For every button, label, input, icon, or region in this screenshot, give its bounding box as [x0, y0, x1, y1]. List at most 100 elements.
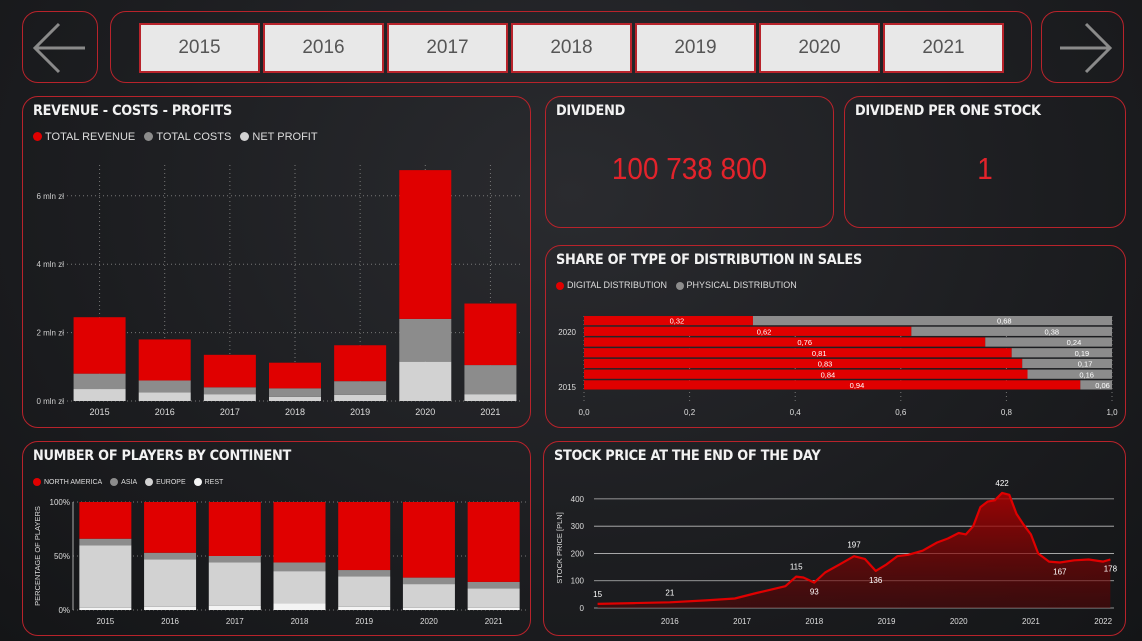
bar-north-america — [403, 502, 455, 578]
year-button-2019[interactable]: 2019 — [635, 23, 756, 73]
x-tick-label: 2016 — [161, 617, 179, 626]
bar-net-profit — [399, 362, 451, 401]
data-label-digital: 0,81 — [812, 349, 827, 358]
data-label-digital: 0,83 — [818, 360, 833, 369]
bar-asia — [403, 578, 455, 584]
year-button-2020[interactable]: 2020 — [759, 23, 880, 73]
x-tick-label: 2016 — [661, 617, 679, 626]
bar-asia — [338, 570, 390, 576]
y-tick-label: 300 — [571, 522, 585, 531]
data-label: 93 — [810, 588, 819, 597]
bar-total-revenue — [204, 355, 256, 387]
bar-europe — [209, 562, 261, 605]
bar-net-profit — [464, 394, 516, 401]
stock-chart: 0 100 200 300 400 STOCK PRICE [PLN] 2016 2017 20… — [544, 442, 1125, 635]
x-tick-label: 2015 — [96, 617, 114, 626]
y-axis-label: STOCK PRICE [PLN] — [555, 512, 564, 584]
year-button-2021[interactable]: 2021 — [883, 23, 1004, 73]
arrow-left-icon — [23, 12, 99, 84]
bar-total-revenue — [139, 339, 191, 380]
bar-physical — [753, 316, 1112, 325]
data-label-physical: 0,06 — [1095, 381, 1110, 390]
bar-total-costs — [464, 365, 516, 394]
bar-digital — [584, 327, 911, 336]
bar-digital — [584, 316, 753, 325]
y-axis-label: PERCENTAGE OF PLAYERS — [33, 506, 42, 606]
dividend-value: 100 738 800 — [560, 151, 818, 187]
x-tick-label: 2021 — [1022, 617, 1040, 626]
bar-europe — [338, 577, 390, 607]
prev-year-button[interactable] — [22, 11, 98, 83]
y-tick-label: 0% — [58, 606, 70, 615]
data-label-digital: 0,76 — [797, 338, 812, 347]
data-label-digital: 0,84 — [821, 370, 836, 379]
x-tick-label: 2021 — [480, 407, 500, 417]
x-tick-label: 2019 — [355, 617, 373, 626]
x-tick-label: 2020 — [950, 617, 968, 626]
bar-asia — [144, 553, 196, 559]
year-button-2016[interactable]: 2016 — [263, 23, 384, 73]
bar-north-america — [209, 502, 261, 556]
bar-north-america — [79, 502, 131, 539]
x-tick-label: 2018 — [291, 617, 309, 626]
x-tick-label: 2017 — [226, 617, 244, 626]
data-label: 21 — [665, 588, 674, 597]
x-tick-label: 0,2 — [684, 408, 696, 417]
y-tick-label: 0 — [580, 604, 585, 613]
x-tick-label: 2019 — [878, 617, 896, 626]
x-tick-label: 2019 — [350, 407, 370, 417]
bar-europe — [274, 571, 326, 603]
data-label-physical: 0,17 — [1078, 360, 1093, 369]
year-button-2015[interactable]: 2015 — [139, 23, 260, 73]
bar-north-america — [274, 502, 326, 562]
x-tick-label: 2018 — [285, 407, 305, 417]
y-tick-label: 400 — [571, 495, 585, 504]
bar-total-costs — [399, 319, 451, 362]
dividend-panel: DIVIDEND 100 738 800 — [545, 96, 834, 228]
bar-digital — [584, 370, 1028, 379]
stock-area — [598, 493, 1111, 608]
x-tick-label: 1,0 — [1106, 408, 1118, 417]
data-label-digital: 0,32 — [670, 317, 685, 326]
bar-north-america — [144, 502, 196, 553]
y-tick-label: 50% — [54, 552, 70, 561]
data-label-digital: 0,94 — [850, 381, 865, 390]
bar-digital — [584, 348, 1012, 357]
bar-physical — [1012, 348, 1112, 357]
x-tick-label: 2017 — [220, 407, 240, 417]
bar-asia — [209, 556, 261, 562]
year-button-2018[interactable]: 2018 — [511, 23, 632, 73]
data-label: 167 — [1053, 567, 1067, 576]
bar-digital — [584, 337, 985, 346]
bar-rest — [209, 606, 261, 610]
data-label: 115 — [790, 563, 803, 572]
distribution-panel: SHARE OF TYPE OF DISTRIBUTION IN SALES D… — [545, 245, 1126, 428]
data-label: 136 — [869, 576, 883, 585]
y-tick-label: 200 — [571, 549, 585, 558]
dividend-per-stock-value: 1 — [859, 151, 1111, 187]
players-chart: 0%50%100%PERCENTAGE OF PLAYERS2015 2016 20… — [23, 442, 530, 635]
data-label-physical: 0,16 — [1079, 370, 1094, 379]
x-tick-label: 2016 — [155, 407, 175, 417]
dividend-per-stock-panel: DIVIDEND PER ONE STOCK 1 — [844, 96, 1126, 228]
data-label: 197 — [847, 540, 861, 549]
bar-asia — [274, 562, 326, 571]
dividend-per-stock-title: DIVIDEND PER ONE STOCK — [855, 103, 1041, 119]
y-tick-label: 100 — [571, 577, 585, 586]
bar-europe — [79, 545, 131, 608]
bar-net-profit — [334, 395, 386, 401]
bar-total-costs — [334, 381, 386, 395]
bar-total-costs — [139, 380, 191, 392]
data-label-physical: 0,24 — [1067, 338, 1082, 347]
distribution-chart: 0,0 0,2 0,4 0,6 0,8 1,00,32 0,680,62 0,380,76 0,… — [546, 246, 1125, 427]
x-tick-label: 0,8 — [1001, 408, 1013, 417]
year-button-2017[interactable]: 2017 — [387, 23, 508, 73]
x-tick-label: 2015 — [90, 407, 110, 417]
x-tick-label: 2021 — [485, 617, 503, 626]
next-year-button[interactable] — [1041, 11, 1124, 83]
bar-physical — [1022, 359, 1112, 368]
y-tick-label: 6 mln zł — [36, 192, 64, 201]
data-label-physical: 0,19 — [1075, 349, 1090, 358]
bar-europe — [144, 559, 196, 607]
bar-net-profit — [269, 397, 321, 401]
